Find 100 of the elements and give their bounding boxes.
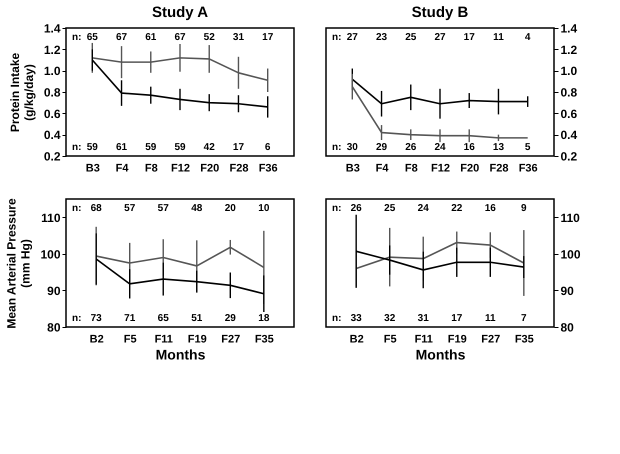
annotation: 16 [464,142,476,153]
annotation: n: [332,142,342,153]
x-tick-label: F5 [124,334,137,346]
y2-tick-label: 90 [560,284,574,298]
x-tick-label: F36 [518,162,538,174]
annotation: 17 [464,32,476,43]
annotation: 67 [116,32,128,43]
x-tick-label: F19 [188,334,207,346]
annotation: 65 [86,32,98,43]
annotation: 32 [384,313,396,324]
annotation: 59 [145,142,157,153]
annotation: n: [332,203,342,214]
annotation: 67 [174,32,186,43]
y-tick-label: 90 [47,284,61,298]
annotation: 5 [524,142,531,153]
y-axis-title: Mean Arterial Pressure (mm Hg) [4,198,32,329]
annotation: 73 [90,313,102,324]
annotation: 11 [493,32,504,43]
y-tick-label: 0.2 [44,150,61,164]
annotation: 29 [376,142,388,153]
x-tick-label: B3 [346,162,360,174]
annotation: n: [72,203,82,214]
y2-tick-label: 0.6 [560,106,578,121]
annotation: n: [332,32,342,43]
annotation: 16 [484,203,496,214]
y-tick-label: 0.4 [44,128,61,142]
annotation: 27 [346,32,358,43]
x-tick-label: F4 [376,162,390,174]
y-tick-label: 1.0 [44,64,61,78]
x-tick-label: F8 [404,162,418,174]
annotation: 20 [224,203,236,214]
x-tick-label: F28 [489,162,508,174]
annotation: 29 [224,313,236,324]
annotation: 25 [405,32,417,43]
x-tick-label: F12 [431,162,450,174]
x-axis-title: Months [416,346,466,362]
annotation: 7 [521,313,528,324]
annotation: n: [332,313,342,324]
annotation: 71 [124,313,136,324]
x-tick-label: B2 [350,334,364,346]
annotation: 52 [204,32,216,43]
annotation: 51 [191,313,203,324]
y2-tick-label: 0.4 [560,128,578,142]
annotation: 27 [434,32,446,43]
annotation: 48 [191,203,203,214]
x-tick-label: F5 [384,334,397,346]
annotation: 59 [86,142,98,153]
x-tick-label: F8 [144,162,158,174]
annotation: 23 [376,32,388,43]
y2-tick-label: 0.8 [560,86,578,100]
x-tick-label: F36 [258,162,278,174]
annotation: 24 [434,142,446,153]
x-tick-label: F4 [116,162,130,174]
annotation: 57 [158,203,170,214]
annotation: 25 [384,203,396,214]
y-axis-title: Protein Intake (g/kg/day) [8,52,36,132]
annotation: 17 [451,313,463,324]
annotation: 57 [124,203,136,214]
annotation: 17 [262,32,274,43]
x-tick-label: B3 [86,162,100,174]
x-tick-label: F19 [448,334,467,346]
y2-tick-label: 1.4 [560,22,578,36]
annotation: 17 [232,142,244,153]
chart-title: Study A [152,4,208,21]
y2-tick-label: 1.0 [560,64,578,78]
annotation: 18 [258,313,270,324]
annotation: 68 [90,203,102,214]
x-tick-label: F35 [514,334,534,346]
y-tick-label: 100 [40,247,61,262]
x-tick-label: F20 [200,162,220,174]
x-tick-label: F11 [154,334,173,346]
annotation: 42 [204,142,216,153]
x-tick-label: F11 [414,334,433,346]
y2-tick-label: 1.2 [560,42,578,57]
annotation: n: [72,142,82,153]
annotation: n: [72,32,82,43]
x-tick-label: F12 [171,162,190,174]
annotation: 33 [350,313,362,324]
annotation: 61 [116,142,128,153]
y2-tick-label: 110 [560,210,580,225]
annotation: 30 [346,142,358,153]
annotation: 26 [405,142,417,153]
x-tick-label: F27 [481,334,500,346]
annotation: 22 [451,203,463,214]
x-tick-label: F27 [221,334,240,346]
y-tick-label: 0.6 [44,106,61,121]
y-tick-label: 1.4 [44,22,61,36]
annotation: 31 [232,32,244,43]
x-tick-label: F20 [460,162,480,174]
x-tick-label: B2 [90,334,104,346]
y-tick-label: 1.2 [44,42,61,57]
annotation: 24 [418,203,430,214]
annotation: 4 [524,32,531,43]
y2-tick-label: 100 [560,247,581,262]
chart-title: Study B [412,4,468,21]
y2-tick-label: 0.2 [560,150,578,164]
y-tick-label: 0.8 [44,86,61,100]
y-tick-label: 80 [47,320,61,334]
x-tick-label: F35 [254,334,274,346]
annotation: 13 [492,142,504,153]
